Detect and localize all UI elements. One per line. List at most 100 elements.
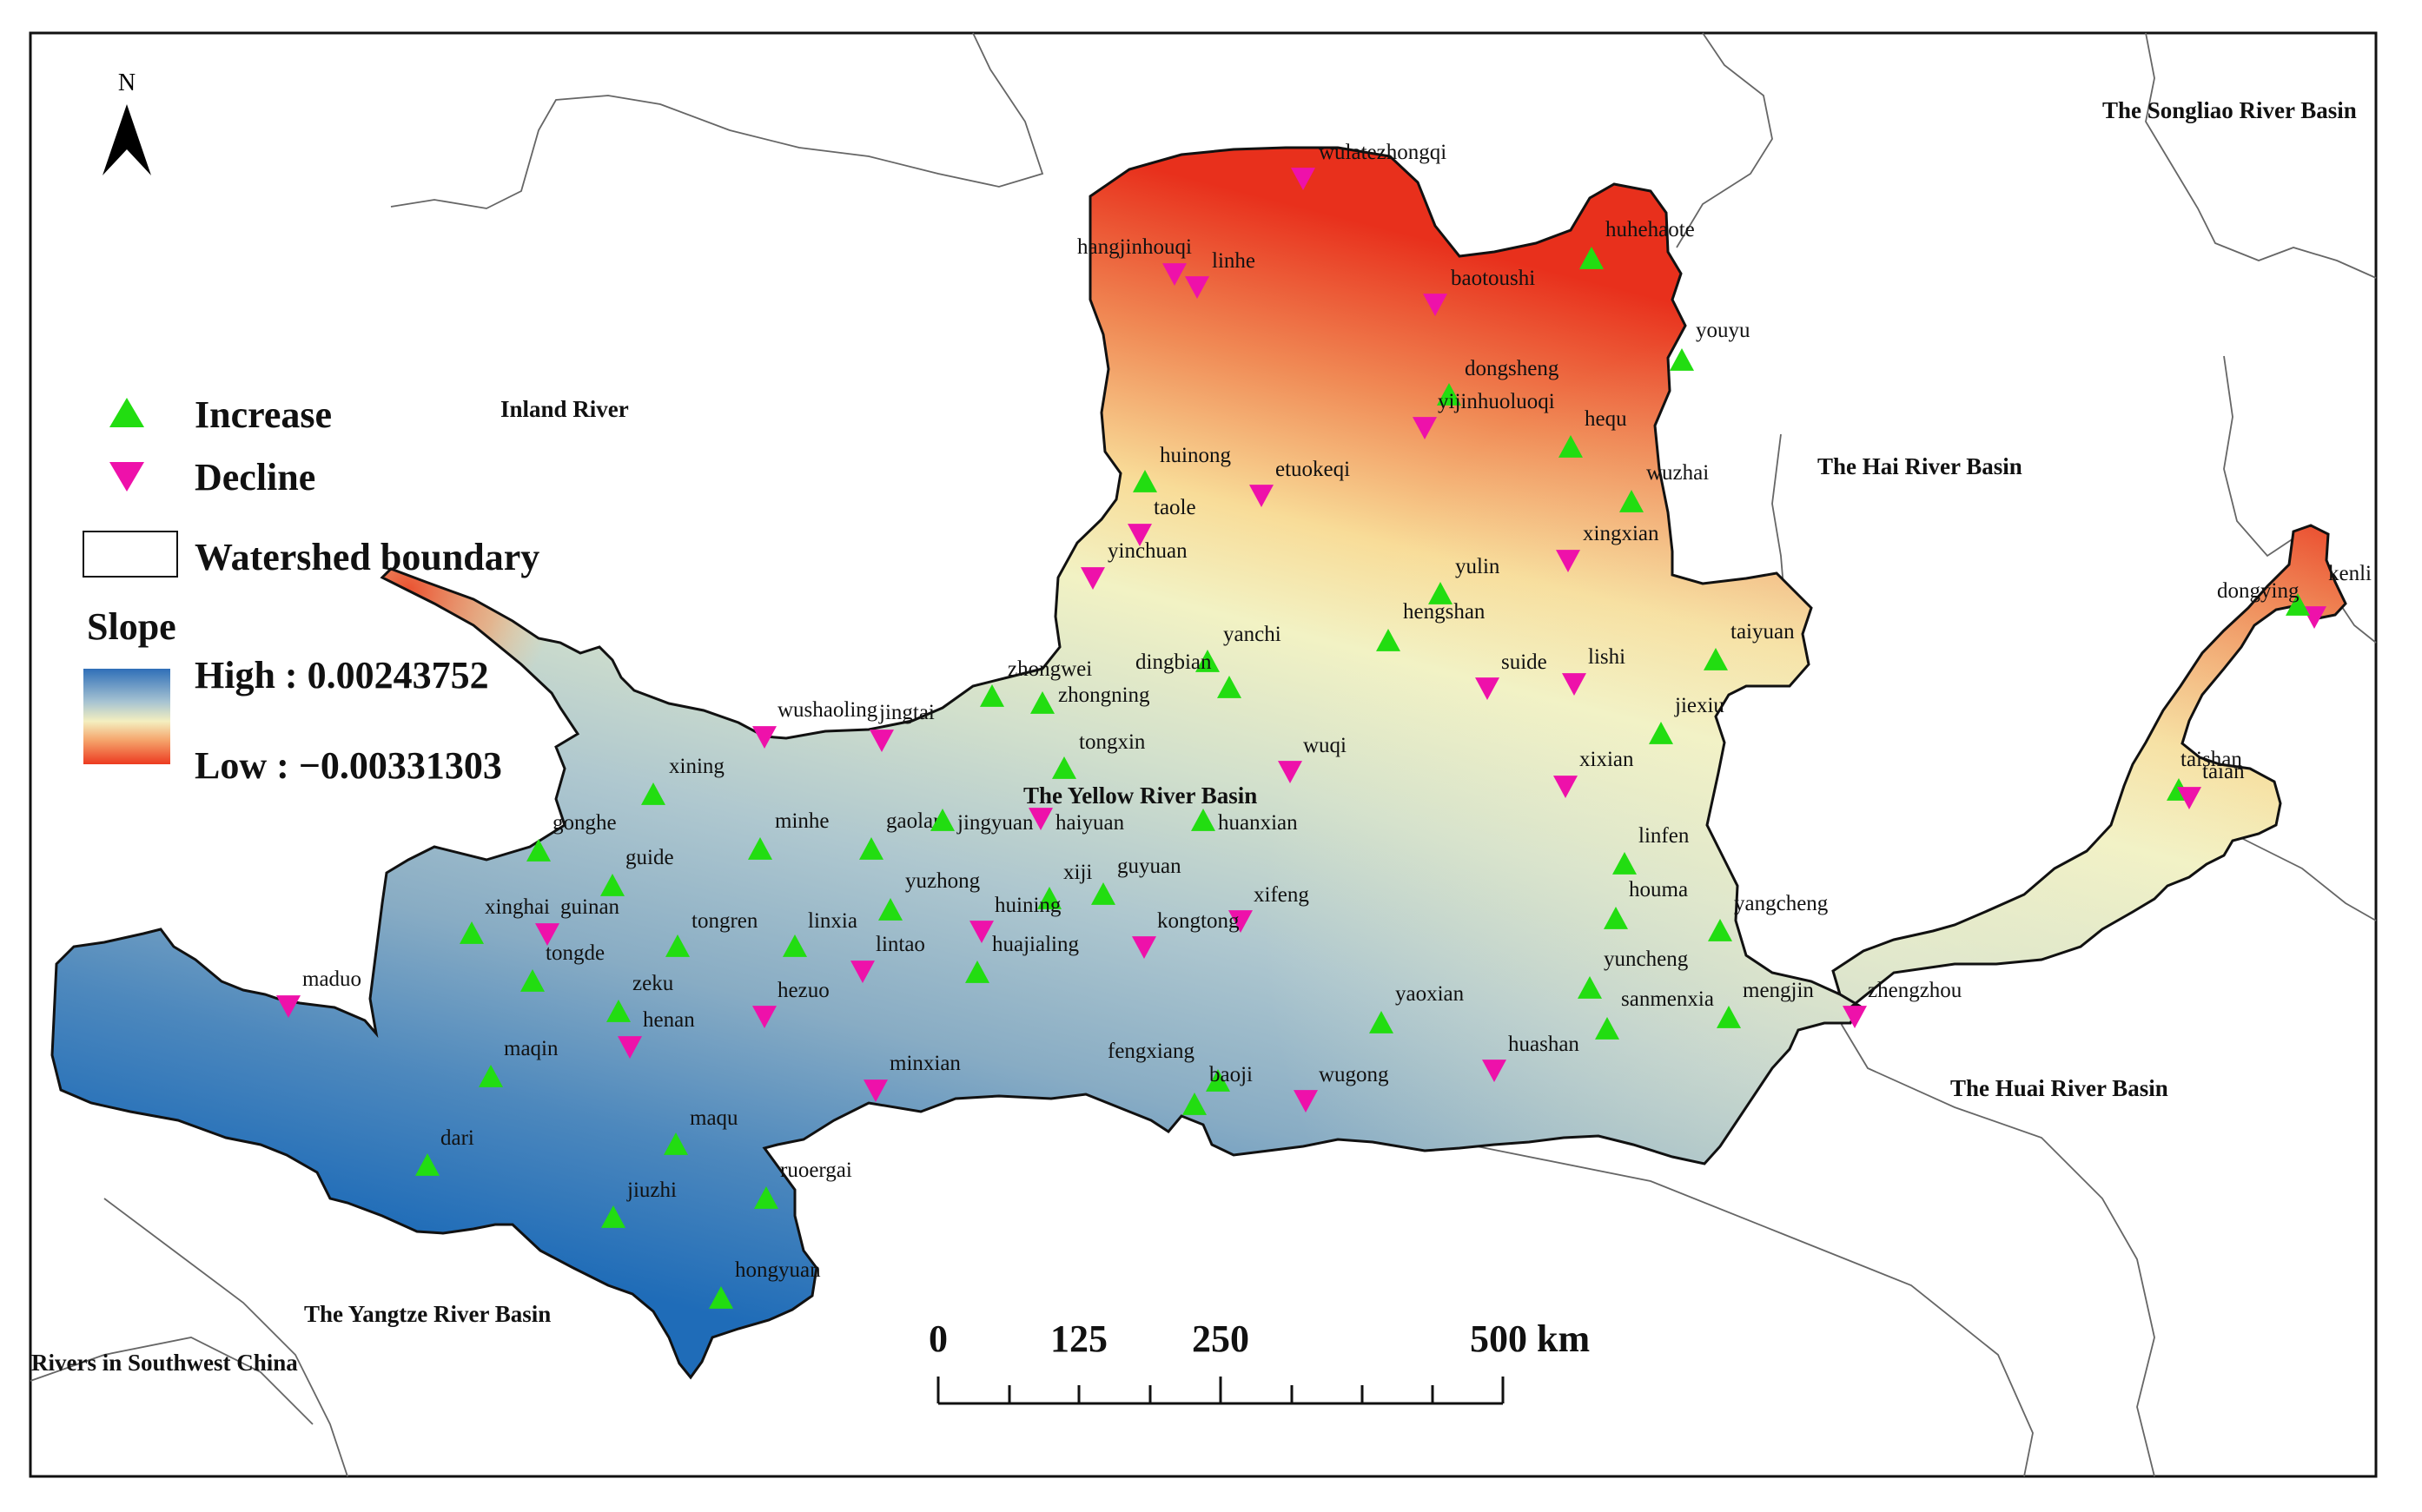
station-zhengzhou: zhengzhou — [1843, 979, 1962, 1028]
station-dari: dari — [415, 1126, 474, 1176]
station-wuzhai: wuzhai — [1619, 461, 1709, 512]
station-wuqi: wuqi — [1278, 734, 1347, 783]
decline-triangle-icon — [752, 726, 777, 749]
scale-label-250: 250 — [1192, 1317, 1249, 1360]
station-zhongwei: zhongwei — [980, 657, 1092, 707]
decline-triangle-icon — [1029, 808, 1053, 830]
station-label: wuqi — [1303, 734, 1347, 757]
station-minhe: minhe — [748, 809, 830, 860]
station-label: hequ — [1585, 407, 1627, 431]
increase-triangle-icon — [1217, 676, 1241, 698]
increase-triangle-icon — [1369, 1011, 1393, 1033]
station-hongyuan: hongyuan — [709, 1258, 821, 1309]
station-label: sanmenxia — [1621, 987, 1714, 1011]
increase-triangle-icon — [930, 809, 955, 831]
station-kongtong: kongtong — [1132, 909, 1240, 959]
station-label: huanxian — [1218, 811, 1298, 835]
station-guide: guide — [600, 846, 674, 896]
north-arrow-icon — [103, 104, 151, 175]
station-label: suide — [1501, 650, 1547, 674]
station-label: huining — [995, 894, 1062, 917]
legend: Increase Decline Watershed boundary Slop… — [83, 393, 539, 787]
station-label: dingbian — [1135, 650, 1212, 674]
station-label: houma — [1629, 878, 1688, 901]
decline-triangle-icon — [1423, 294, 1447, 316]
scale-bar-line — [936, 1377, 1505, 1405]
increase-triangle-icon — [606, 1000, 631, 1022]
increase-triangle-icon — [665, 934, 690, 957]
station-huhehaote: huhehaote — [1579, 218, 1695, 269]
boundary-southwest — [103, 1198, 348, 1477]
decline-triangle-icon — [276, 995, 301, 1018]
increase-triangle-icon — [1437, 383, 1461, 406]
increase-triangle-icon — [1717, 1006, 1741, 1028]
station-label: henan — [643, 1008, 695, 1032]
boundary-coast-north — [2223, 355, 2294, 558]
decline-triangle-icon — [535, 923, 559, 946]
station-maduo: maduo — [276, 967, 361, 1018]
station-label: wushaoling — [778, 698, 878, 722]
increase-triangle-icon — [600, 874, 625, 896]
station-label: lintao — [876, 933, 925, 956]
station-label: kongtong — [1157, 909, 1240, 933]
station-label: dongying — [2217, 579, 2300, 603]
decline-triangle-icon — [1413, 417, 1437, 439]
boundary-shandong — [2232, 833, 2377, 921]
decline-triangle-icon — [1843, 1006, 1867, 1028]
station-yaoxian: yaoxian — [1369, 982, 1465, 1033]
increase-triangle-icon — [520, 969, 545, 992]
station-yangcheng: yangcheng — [1708, 892, 1829, 941]
region-label-yangtze: The Yangtze River Basin — [304, 1301, 551, 1327]
station-zeku: zeku — [606, 972, 674, 1022]
decline-triangle-icon — [1556, 550, 1580, 572]
station-label: tongde — [546, 941, 605, 965]
decline-triangle-icon — [618, 1036, 642, 1059]
decline-triangle-icon — [1482, 1060, 1506, 1082]
boundary-hai-huai — [1840, 1007, 2155, 1477]
increase-triangle-icon — [1091, 882, 1115, 905]
decline-triangle-icon — [1278, 761, 1302, 783]
station-yinchuan: yinchuan — [1081, 539, 1188, 590]
legend-high-label: High : 0.00243752 — [195, 654, 489, 697]
station-label: hongyuan — [735, 1258, 821, 1282]
station-label: hezuo — [778, 979, 830, 1002]
decline-triangle-icon — [969, 921, 994, 943]
station-label: ruoergai — [780, 1159, 852, 1182]
station-label: yuzhong — [905, 869, 981, 893]
station-baoji: baoji — [1182, 1063, 1253, 1115]
station-label: tongren — [692, 909, 758, 933]
decline-triangle-icon — [1132, 936, 1156, 959]
station-maqin: maqin — [479, 1037, 559, 1087]
station-linfen: linfen — [1612, 824, 1690, 875]
station-zhongning: zhongning — [1030, 683, 1150, 714]
station-label: yaoxian — [1395, 982, 1465, 1006]
station-tongde: tongde — [520, 941, 605, 992]
increase-triangle-icon — [1708, 919, 1732, 941]
station-hezuo: hezuo — [752, 979, 830, 1028]
increase-triangle-icon — [664, 1132, 688, 1155]
station-label: haiyuan — [1055, 811, 1125, 835]
station-jiexiu: jiexiu — [1649, 694, 1724, 744]
increase-triangle-icon — [1195, 650, 1220, 672]
station-lintao: lintao — [850, 933, 925, 983]
station-yuncheng: yuncheng — [1578, 947, 1689, 999]
boundary-hai-north — [2145, 32, 2377, 279]
station-label: kenli — [2328, 562, 2372, 585]
station-lishi: lishi — [1562, 645, 1625, 696]
increase-triangle-icon — [641, 782, 665, 805]
station-label: yinchuan — [1108, 539, 1188, 563]
decline-triangle-icon — [1162, 263, 1187, 286]
increase-triangle-icon — [709, 1286, 733, 1309]
station-label: xining — [669, 755, 725, 778]
station-huinong: huinong — [1133, 444, 1231, 492]
station-label: xiji — [1063, 861, 1092, 884]
region-label-yellow: The Yellow River Basin — [1023, 782, 1257, 809]
increase-triangle-icon — [1670, 348, 1694, 371]
station-jiuzhi: jiuzhi — [601, 1179, 677, 1228]
station-label: maqu — [690, 1106, 738, 1130]
increase-triangle-icon — [460, 921, 484, 944]
increase-triangle-icon — [1037, 887, 1062, 909]
decline-triangle-icon — [864, 1080, 888, 1102]
station-label: guinan — [560, 895, 620, 919]
legend-increase-label: Increase — [195, 393, 332, 436]
